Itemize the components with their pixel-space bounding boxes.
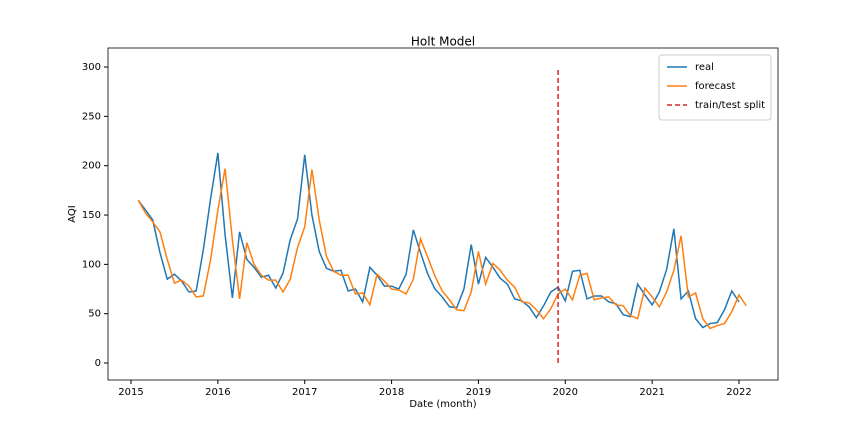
y-tick-label: 0 bbox=[95, 358, 101, 369]
x-tick-label: 2017 bbox=[292, 387, 317, 398]
y-tick-label: 200 bbox=[82, 161, 101, 172]
y-tick-label: 100 bbox=[82, 259, 101, 270]
y-tick-label: 150 bbox=[82, 210, 101, 221]
y-tick-label: 300 bbox=[82, 62, 101, 73]
series-line bbox=[137, 152, 740, 329]
x-tick-label: 2019 bbox=[466, 387, 491, 398]
x-tick-label: 2015 bbox=[118, 387, 143, 398]
x-tick-label: 2018 bbox=[379, 387, 404, 398]
y-tick-label: 250 bbox=[82, 111, 101, 122]
series-line bbox=[137, 168, 747, 330]
x-axis-label: Date (month) bbox=[409, 399, 476, 410]
y-tick-label: 50 bbox=[88, 309, 101, 320]
legend-label: forecast bbox=[695, 81, 736, 92]
legend-label: train/test split bbox=[695, 100, 765, 111]
x-tick-label: 2020 bbox=[553, 387, 578, 398]
legend-label: real bbox=[695, 62, 714, 73]
x-tick-label: 2022 bbox=[726, 387, 751, 398]
y-axis-label: AQI bbox=[67, 205, 78, 223]
plot-frame bbox=[107, 47, 779, 381]
x-tick-label: 2021 bbox=[639, 387, 664, 398]
chart-title: Holt Model bbox=[411, 35, 475, 49]
legend-box bbox=[658, 54, 772, 121]
x-tick-label: 2016 bbox=[205, 387, 230, 398]
